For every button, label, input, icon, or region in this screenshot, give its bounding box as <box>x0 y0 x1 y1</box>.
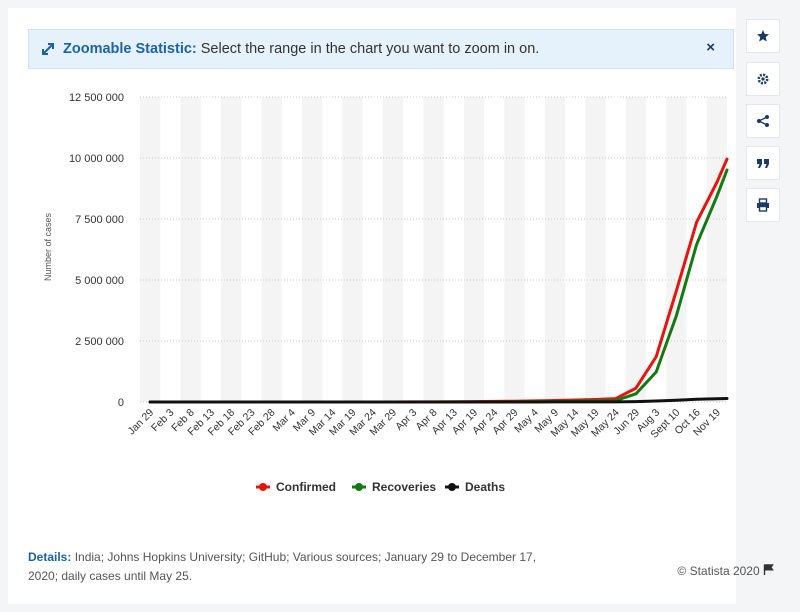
print-button[interactable] <box>746 188 780 222</box>
favorite-button[interactable] <box>746 19 780 53</box>
settings-button[interactable] <box>746 62 780 96</box>
statistic-card <box>8 8 736 604</box>
details-text: India; Johns Hopkins University; GitHub;… <box>28 550 537 583</box>
print-icon <box>757 198 769 212</box>
share-button[interactable] <box>746 104 780 138</box>
quote-icon <box>757 159 769 168</box>
expand-icon <box>42 43 54 55</box>
copyright[interactable]: © Statista 2020 <box>677 564 774 578</box>
gear-icon <box>757 73 769 85</box>
share-icon <box>757 115 769 127</box>
cite-button[interactable] <box>746 146 780 180</box>
banner-title: Zoomable Statistic: <box>63 41 197 57</box>
flag-icon <box>763 564 774 575</box>
zoom-banner: Zoomable Statistic: Select the range in … <box>28 29 734 69</box>
star-icon <box>757 30 769 42</box>
banner-text: Select the range in the chart you want t… <box>200 41 540 57</box>
details-label: Details: <box>28 550 72 564</box>
close-banner-button[interactable]: × <box>706 39 715 56</box>
copyright-text: © Statista 2020 <box>677 564 760 578</box>
details-note: Details: India; Johns Hopkins University… <box>28 548 548 586</box>
